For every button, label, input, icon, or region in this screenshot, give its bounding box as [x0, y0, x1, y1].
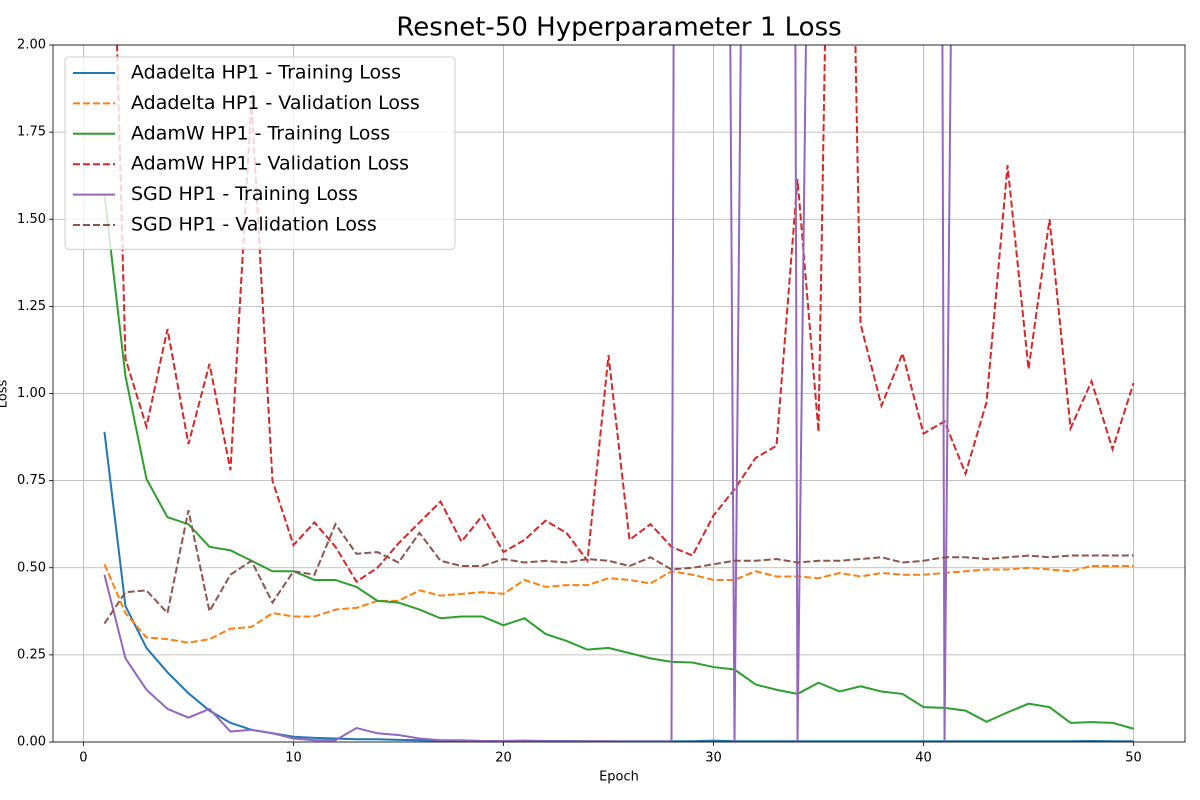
legend-label: SGD HP1 - Training Loss [131, 183, 358, 205]
y-tick-label: 0.25 [17, 647, 46, 662]
x-tick-label: 0 [79, 751, 87, 766]
y-tick-label: 0.00 [17, 735, 46, 750]
x-tick-label: 30 [705, 751, 722, 766]
x-tick-label: 20 [495, 751, 512, 766]
plot-area [103, 45, 1135, 742]
x-axis-label: Epoch [599, 770, 639, 785]
legend-box [64, 56, 456, 250]
y-tick-label: 0.75 [17, 473, 46, 488]
legend-label: Adadelta HP1 - Training Loss [131, 62, 401, 84]
legend-label: SGD HP1 - Validation Loss [131, 214, 377, 236]
series-line [103, 431, 1134, 742]
y-tick-label: 0.50 [17, 560, 46, 575]
series-line [103, 194, 1134, 730]
legend-label: Adadelta HP1 - Validation Loss [131, 92, 420, 114]
series-line [103, 45, 952, 742]
x-tick-label: 40 [915, 751, 932, 766]
series-line [103, 510, 1134, 625]
y-tick-label: 1.75 [17, 125, 46, 140]
y-tick-label: 1.25 [17, 299, 46, 314]
y-tick-label: 2.00 [17, 38, 46, 53]
y-axis-label: Loss [0, 380, 11, 409]
x-tick-label: 50 [1125, 751, 1142, 766]
x-tick-label: 10 [285, 751, 302, 766]
chart-title: Resnet-50 Hyperparameter 1 Loss [396, 13, 841, 43]
y-tick-label: 1.50 [17, 212, 46, 227]
series-line [103, 563, 1134, 644]
plot-frame [52, 44, 1186, 743]
y-tick-label: 1.00 [17, 386, 46, 401]
series-line [116, 45, 1135, 584]
legend-label: AdamW HP1 - Training Loss [131, 122, 390, 144]
legend-label: AdamW HP1 - Validation Loss [131, 153, 409, 175]
